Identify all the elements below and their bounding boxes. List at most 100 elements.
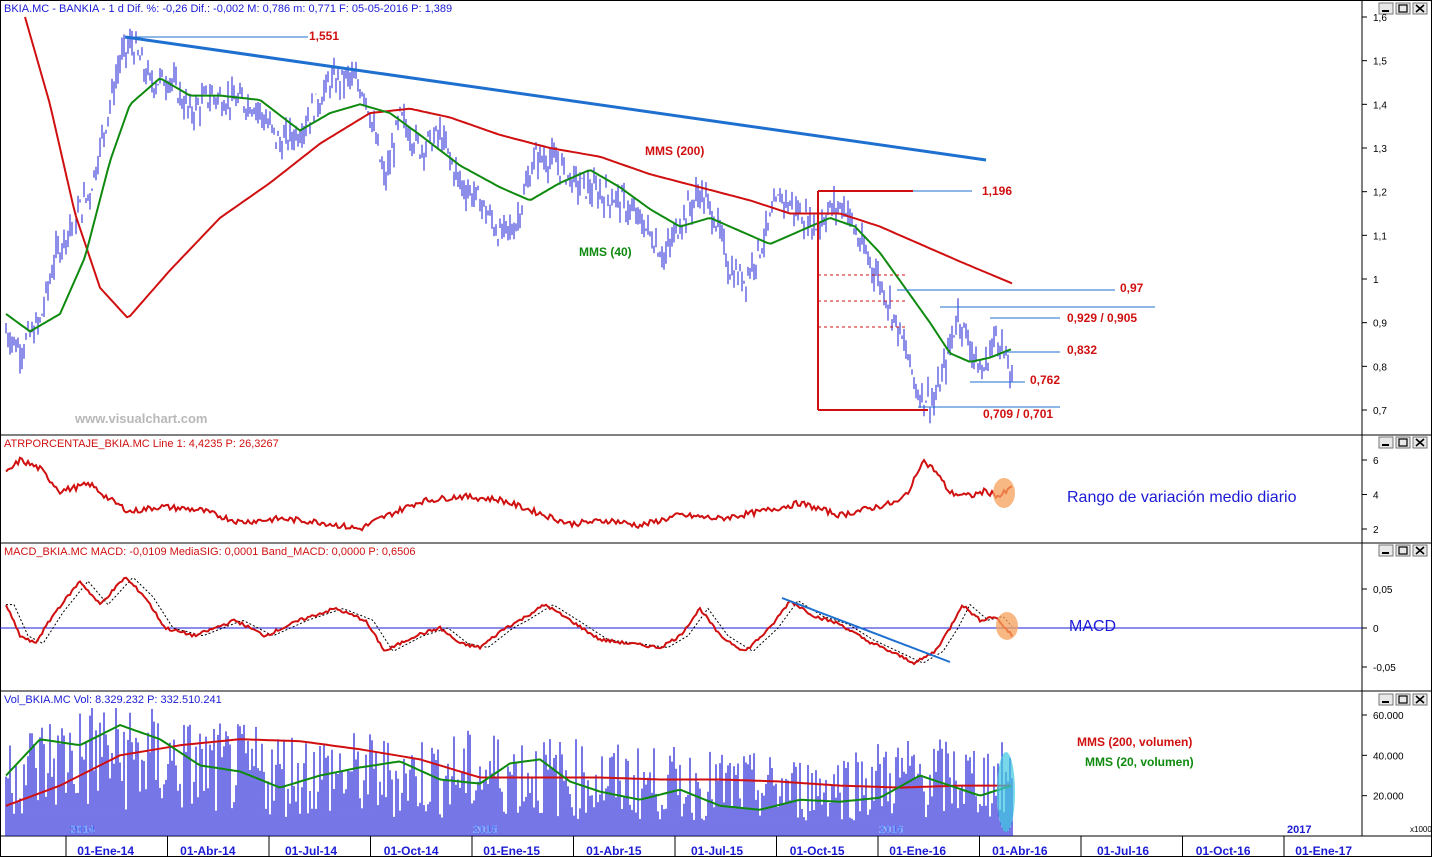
macd-y-tick-label: 0 (1373, 624, 1379, 635)
watermark: www.visualchart.com (74, 411, 207, 426)
x-tick-label: 01-Oct-14 (384, 844, 439, 857)
macd-annotation: MACD (1069, 618, 1116, 635)
x-tick-label: 01-Ene-16 (889, 844, 946, 857)
maximize-button[interactable] (1395, 693, 1411, 706)
atr-y-tick-label: 2 (1373, 525, 1379, 536)
maximize-button[interactable] (1395, 436, 1411, 449)
maximize-button-frame (1395, 544, 1411, 557)
atr-annotation: Rango de variación medio diario (1067, 489, 1297, 506)
close-icon (1415, 438, 1425, 447)
level-0929-label: 0,929 / 0,905 (1067, 311, 1137, 325)
atr-y-tick-label: 6 (1373, 456, 1379, 467)
macd-y-tick-label: -0,05 (1373, 663, 1396, 674)
price-bar-series (5, 28, 1013, 424)
year-mark: 2016 (879, 824, 903, 836)
volume-mms200-line (5, 738, 1011, 807)
maximize-icon (1398, 695, 1408, 704)
x-tick-label: 01-Ene-17 (1295, 844, 1352, 857)
maximize-button-frame (1395, 693, 1411, 706)
volume-y-tick-label: 40.000 (1373, 751, 1404, 762)
close-button[interactable] (1412, 436, 1428, 449)
x-tick-label: 01-Jul-16 (1097, 844, 1149, 857)
mms40-line (5, 77, 1012, 363)
level-0709-label: 0,709 / 0,701 (983, 407, 1053, 421)
minimize-button-frame (1378, 2, 1394, 15)
level-0832-label: 0,832 (1067, 343, 1097, 357)
price-y-tick-label: 1,1 (1373, 231, 1387, 242)
volume-y-tick-label: 60.000 (1373, 711, 1404, 722)
x-tick-label: 01-Oct-16 (1196, 844, 1251, 857)
volume-bar-series (5, 708, 1013, 836)
price-y-tick-label: 1,2 (1373, 188, 1387, 199)
price-y-tick-label: 1,3 (1373, 144, 1387, 155)
maximize-button[interactable] (1395, 544, 1411, 557)
close-button[interactable] (1412, 544, 1428, 557)
atr-y-tick-label: 4 (1373, 491, 1379, 502)
minimize-button[interactable] (1378, 544, 1394, 557)
price-y-tick-label: 0,7 (1373, 406, 1387, 417)
maximize-icon (1398, 4, 1408, 13)
close-icon (1415, 695, 1425, 704)
x-tick-label: 01-Abr-15 (586, 844, 642, 857)
maximize-button[interactable] (1395, 2, 1411, 15)
minimize-button[interactable] (1378, 436, 1394, 449)
mms200-label: MMS (200) (645, 144, 704, 158)
year-mark: 2017 (1287, 824, 1311, 836)
volume-highlight (997, 752, 1015, 832)
macd-line (5, 576, 1013, 666)
volume-mms20-label: MMS (20, volumen) (1085, 755, 1194, 769)
level-1551-label: 1,551 (309, 29, 339, 43)
volume-y-tick-label: 20.000 (1373, 792, 1404, 803)
atr-highlight (993, 478, 1015, 508)
minimize-button-frame (1378, 436, 1394, 449)
downtrend-line (124, 35, 987, 162)
price-y-tick-label: 1,4 (1373, 100, 1387, 111)
close-icon (1415, 4, 1425, 13)
macd-signal-line (6, 577, 1013, 664)
minimize-button[interactable] (1378, 693, 1394, 706)
close-button[interactable] (1412, 2, 1428, 15)
mms40-label: MMS (40) (579, 245, 632, 259)
x-tick-label: 01-Oct-15 (790, 844, 845, 857)
level-097-label: 0,97 (1120, 281, 1144, 295)
x-tick-label: 01-Ene-15 (483, 844, 540, 857)
maximize-button-frame (1395, 2, 1411, 15)
volume-mms200-label: MMS (200, volumen) (1077, 735, 1192, 749)
volume-unit: x1000 (1410, 825, 1432, 834)
price-y-tick-label: 1,6 (1373, 13, 1387, 24)
minimize-button-frame (1378, 544, 1394, 557)
atr-line (5, 456, 1013, 532)
volume-header: Vol_BKIA.MC Vol: 8.329.232 P: 332.510.24… (4, 694, 222, 706)
year-mark: 2014 (70, 824, 95, 836)
close-button[interactable] (1412, 693, 1428, 706)
price-y-tick-label: 1,5 (1373, 57, 1387, 68)
price-bars (5, 28, 1013, 424)
volume-mms20-line (5, 724, 1012, 811)
maximize-icon (1398, 438, 1408, 447)
macd-highlight (996, 612, 1018, 640)
x-tick-label: 01-Ene-14 (77, 844, 134, 857)
price-y-tick-label: 1 (1373, 275, 1379, 286)
minimize-button-frame (1378, 693, 1394, 706)
price-y-tick-label: 0,9 (1373, 319, 1387, 330)
mms200-line (24, 16, 1013, 319)
price-header: BKIA.MC - BANKIA - 1 d Dif. %: -0,26 Dif… (4, 3, 452, 15)
x-tick-label: 01-Jul-15 (691, 844, 743, 857)
price-y-tick-label: 0,8 (1373, 362, 1387, 373)
macd-y-tick-label: 0,05 (1373, 585, 1393, 596)
minimize-button[interactable] (1378, 2, 1394, 15)
volume-bars (5, 708, 1013, 836)
maximize-button-frame (1395, 436, 1411, 449)
macd-trend-line (781, 597, 951, 663)
level-1196-label: 1,196 (982, 184, 1012, 198)
maximize-icon (1398, 546, 1408, 555)
x-tick-label: 01-Jul-14 (285, 844, 337, 857)
year-mark: 2015 (473, 824, 497, 836)
level-0762-label: 0,762 (1030, 373, 1060, 387)
x-tick-label: 01-Abr-16 (992, 844, 1048, 857)
x-tick-label: 01-Abr-14 (180, 844, 236, 857)
macd-header: MACD_BKIA.MC MACD: -0,0109 MediaSIG: 0,0… (4, 546, 415, 558)
